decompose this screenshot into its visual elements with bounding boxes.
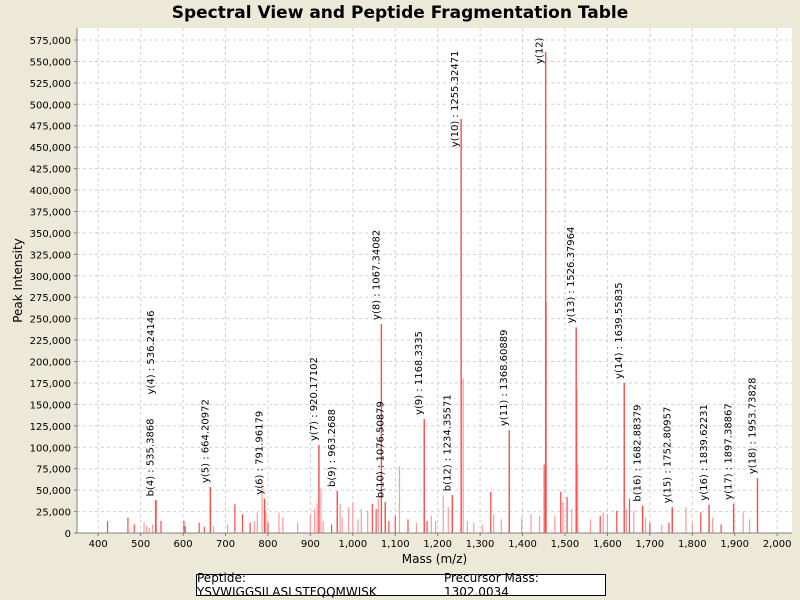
peak-label: y(4) : 536.24146 — [146, 311, 157, 395]
x-tick-label: 600 — [174, 539, 193, 550]
x-tick-label: 2,000 — [763, 539, 792, 550]
peak-label: b(16) : 1682.88379 — [633, 405, 644, 502]
y-tick-label: 425,000 — [30, 165, 71, 176]
plot-area — [77, 28, 792, 533]
x-tick-label: 400 — [89, 539, 108, 550]
x-tick-label: 1,000 — [338, 539, 367, 550]
y-tick-label: 525,000 — [30, 79, 71, 90]
x-tick-label: 1,800 — [678, 539, 707, 550]
peak-label: y(13) : 1526.37964 — [566, 227, 577, 324]
peak-label: y(18) : 1953.73828 — [748, 378, 759, 475]
y-tick-label: 375,000 — [30, 207, 71, 218]
x-tick-label: 1,300 — [466, 539, 495, 550]
peak-label: y(9) : 1168.3335 — [414, 331, 425, 415]
x-tick-label: 1,900 — [720, 539, 749, 550]
chart-title: Spectral View and Peptide Fragmentation … — [171, 3, 629, 23]
y-tick-label: 400,000 — [30, 186, 71, 197]
y-tick-label: 475,000 — [30, 122, 71, 133]
y-tick-label: 200,000 — [30, 358, 71, 369]
peak-label: y(12) — [535, 37, 546, 64]
y-tick-label: 75,000 — [36, 465, 71, 476]
x-tick-label: 900 — [301, 539, 320, 550]
y-tick-label: 300,000 — [30, 272, 71, 283]
y-tick-label: 575,000 — [30, 36, 71, 47]
peak-label: b(10) : 1076.50879 — [375, 401, 386, 498]
peptide-label: Peptide: YSVWIGGSILASLSTFQQMWISK — [197, 571, 377, 599]
peak-label: b(4) : 535.3868 — [146, 418, 157, 496]
y-tick-label: 450,000 — [30, 143, 71, 154]
x-tick-label: 1,100 — [381, 539, 410, 550]
peak-label: y(10) : 1255.32471 — [450, 51, 461, 148]
y-tick-label: 125,000 — [30, 422, 71, 433]
x-tick-label: 1,700 — [636, 539, 665, 550]
y-tick-label: 25,000 — [36, 508, 71, 519]
x-tick-label: 800 — [258, 539, 277, 550]
y-tick-label: 175,000 — [30, 379, 71, 390]
peak-label: y(5) : 664.20972 — [200, 399, 211, 483]
peak-label: y(16) : 1839.62231 — [699, 404, 710, 501]
peak-label: y(6) : 791.96179 — [255, 411, 266, 495]
y-axis-label: Peak Intensity — [11, 238, 25, 323]
x-tick-label: 1,500 — [551, 539, 580, 550]
y-tick-label: 150,000 — [30, 400, 71, 411]
peak-label: y(15) : 1752.80957 — [662, 407, 673, 504]
x-axis-label: Mass (m/z) — [402, 552, 467, 566]
peak-label: y(11) : 1368.60889 — [499, 329, 510, 426]
x-tick-label: 1,200 — [423, 539, 452, 550]
x-tick-label: 1,600 — [593, 539, 622, 550]
peak-label: y(8) : 1067.34082 — [371, 230, 382, 320]
y-tick-label: 225,000 — [30, 336, 71, 347]
y-tick-label: 500,000 — [30, 100, 71, 111]
peak-label: y(17) : 1897.38867 — [724, 403, 735, 500]
y-tick-label: 325,000 — [30, 250, 71, 261]
x-tick-label: 1,400 — [508, 539, 537, 550]
x-tick-label: 500 — [131, 539, 150, 550]
peak-label: b(12) : 1234.35571 — [442, 394, 453, 491]
y-tick-label: 250,000 — [30, 315, 71, 326]
y-tick-label: 0 — [65, 529, 71, 540]
peak-label: b(9) : 963.2688 — [327, 409, 338, 487]
legend-box: Peptide: YSVWIGGSILASLSTFQQMWISK Precurs… — [196, 571, 606, 599]
y-tick-label: 100,000 — [30, 443, 71, 454]
y-tick-label: 550,000 — [30, 57, 71, 68]
x-tick-label: 700 — [216, 539, 235, 550]
y-tick-label: 50,000 — [36, 486, 71, 497]
precursor-mass-label: Precursor Mass: 1302.0034 — [443, 571, 539, 599]
y-tick-label: 350,000 — [30, 229, 71, 240]
peak-label: y(7) : 920.17102 — [309, 357, 320, 441]
peak-label: y(14) : 1639.55835 — [614, 282, 625, 379]
y-tick-label: 275,000 — [30, 293, 71, 304]
